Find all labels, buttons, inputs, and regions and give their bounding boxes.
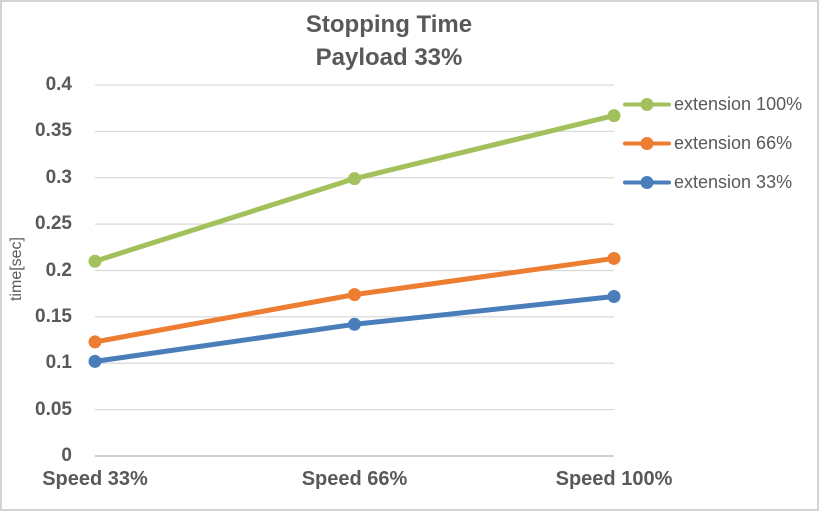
legend-item-extension-33-: extension 33% (623, 168, 792, 196)
data-point (607, 109, 621, 123)
legend-marker-icon (623, 136, 671, 150)
x-category-label: Speed 33% (42, 468, 148, 490)
y-tick-label: 0.1 (45, 352, 72, 374)
legend-label: extension 66% (674, 132, 793, 153)
legend-item-extension-100-: extension 100% (623, 90, 802, 118)
chart-title: Stopping Time (305, 11, 473, 38)
legend-marker-icon (623, 175, 671, 189)
data-point (88, 254, 102, 268)
legend-label: extension 33% (674, 171, 793, 192)
y-tick-label: 0.2 (45, 259, 72, 281)
data-point (607, 251, 621, 265)
legend-label: extension 100% (674, 93, 803, 114)
x-category-label: Speed 66% (301, 468, 408, 490)
y-tick-label: 0 (61, 445, 72, 466)
x-category-label: Speed 100% (555, 468, 673, 490)
y-tick-label: 0.4 (45, 74, 72, 95)
chart-title-block: Stopping Time Payload 33% (2, 8, 776, 74)
legend-marker-icon (623, 97, 671, 111)
legend-item-extension-66-: extension 66% (623, 129, 792, 157)
legend: extension 100% extension 66% extension 33% (623, 2, 817, 509)
data-point (348, 317, 361, 331)
y-tick-label: 0.3 (45, 166, 72, 188)
y-tick-label: 0.25 (35, 213, 72, 235)
data-point (348, 172, 361, 186)
series-line-extension-100- (92, 113, 617, 264)
data-point (348, 288, 361, 302)
data-point (607, 289, 621, 303)
y-tick-label: 0.35 (35, 120, 72, 142)
y-tick-label: 0.05 (35, 398, 72, 420)
data-point (88, 335, 102, 349)
chart-subtitle: Payload 33% (315, 44, 463, 71)
data-point (88, 354, 102, 368)
y-tick-label: 0.15 (35, 305, 72, 327)
